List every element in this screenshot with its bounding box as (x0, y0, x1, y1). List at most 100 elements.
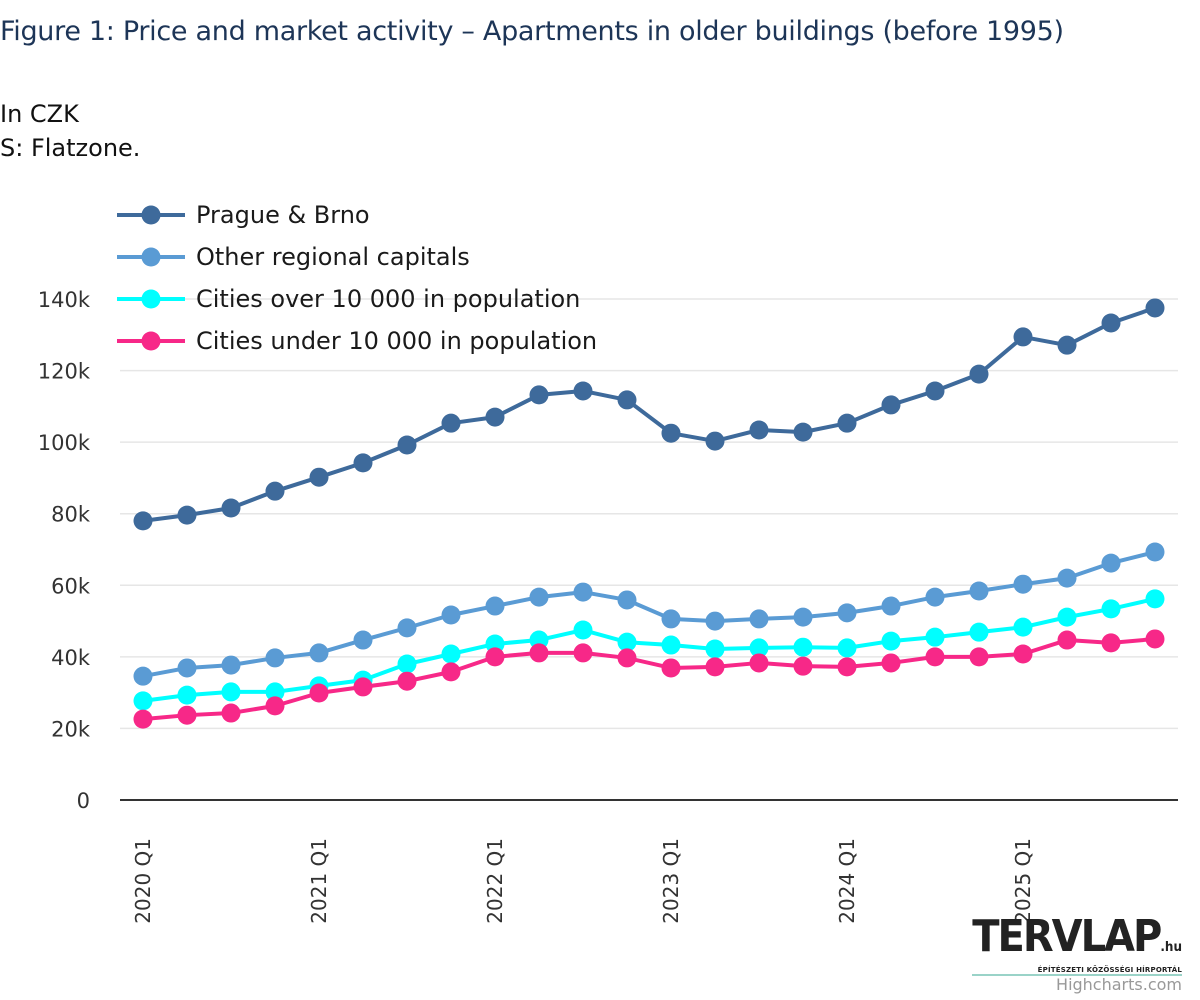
data-point[interactable] (705, 611, 725, 631)
data-point[interactable] (661, 658, 681, 678)
data-point[interactable] (309, 467, 329, 487)
data-point[interactable] (1101, 313, 1121, 333)
data-point[interactable] (1145, 298, 1165, 318)
data-point[interactable] (397, 654, 417, 674)
data-point[interactable] (705, 431, 725, 451)
legend-item[interactable]: Cities over 10 000 in population (117, 285, 580, 313)
data-point[interactable] (969, 581, 989, 601)
data-point[interactable] (441, 644, 461, 664)
data-point[interactable] (749, 653, 769, 673)
data-point[interactable] (1057, 630, 1077, 650)
data-point[interactable] (529, 587, 549, 607)
data-point[interactable] (925, 627, 945, 647)
data-point[interactable] (573, 582, 593, 602)
data-point[interactable] (705, 657, 725, 677)
data-point[interactable] (441, 413, 461, 433)
series-line (142, 636, 1156, 722)
data-point[interactable] (925, 381, 945, 401)
data-point[interactable] (881, 596, 901, 616)
data-point[interactable] (837, 603, 857, 623)
data-point[interactable] (573, 381, 593, 401)
data-point[interactable] (881, 631, 901, 651)
data-point[interactable] (485, 596, 505, 616)
data-point[interactable] (441, 605, 461, 625)
data-point[interactable] (617, 390, 637, 410)
data-point[interactable] (1101, 553, 1121, 573)
data-point[interactable] (925, 647, 945, 667)
data-point[interactable] (177, 505, 197, 525)
data-point[interactable] (397, 671, 417, 691)
data-point[interactable] (529, 643, 549, 663)
data-point[interactable] (485, 647, 505, 667)
data-point[interactable] (309, 683, 329, 703)
legend-item[interactable]: Cities under 10 000 in population (117, 327, 597, 355)
data-point[interactable] (749, 420, 769, 440)
data-point[interactable] (837, 657, 857, 677)
data-point[interactable] (177, 685, 197, 705)
data-point[interactable] (1145, 542, 1165, 562)
data-point[interactable] (705, 639, 725, 659)
data-point[interactable] (793, 637, 813, 657)
legend-marker-icon (141, 205, 161, 225)
data-point[interactable] (177, 705, 197, 725)
data-point[interactable] (573, 643, 593, 663)
data-point[interactable] (661, 635, 681, 655)
data-point[interactable] (529, 385, 549, 405)
data-point[interactable] (353, 677, 373, 697)
data-point[interactable] (793, 607, 813, 627)
data-point[interactable] (837, 638, 857, 658)
data-point[interactable] (309, 643, 329, 663)
data-point[interactable] (133, 709, 153, 729)
data-point[interactable] (793, 656, 813, 676)
series-line (142, 596, 1156, 703)
data-point[interactable] (265, 696, 285, 716)
data-point[interactable] (661, 609, 681, 629)
data-point[interactable] (133, 511, 153, 531)
data-point[interactable] (969, 364, 989, 384)
data-point[interactable] (661, 423, 681, 443)
data-point[interactable] (177, 658, 197, 678)
data-point[interactable] (837, 413, 857, 433)
data-point[interactable] (265, 682, 285, 702)
data-point[interactable] (353, 453, 373, 473)
data-point[interactable] (1057, 335, 1077, 355)
data-point[interactable] (1013, 644, 1033, 664)
chart-credit[interactable]: Highcharts.com (1056, 975, 1182, 994)
data-point[interactable] (221, 655, 241, 675)
data-point[interactable] (749, 609, 769, 629)
data-point[interactable] (793, 422, 813, 442)
data-point[interactable] (969, 647, 989, 667)
data-point[interactable] (1145, 629, 1165, 649)
data-point[interactable] (617, 648, 637, 668)
data-point[interactable] (1101, 599, 1121, 619)
data-point[interactable] (1013, 574, 1033, 594)
data-point[interactable] (969, 622, 989, 642)
data-point[interactable] (353, 630, 373, 650)
data-point[interactable] (265, 481, 285, 501)
legend-item[interactable]: Prague & Brno (117, 201, 370, 229)
data-point[interactable] (1057, 607, 1077, 627)
data-point[interactable] (617, 632, 637, 652)
data-point[interactable] (1101, 633, 1121, 653)
data-point[interactable] (881, 653, 901, 673)
data-point[interactable] (221, 498, 241, 518)
data-point[interactable] (397, 618, 417, 638)
data-point[interactable] (573, 620, 593, 640)
data-point[interactable] (221, 682, 241, 702)
data-point[interactable] (925, 587, 945, 607)
data-point[interactable] (441, 662, 461, 682)
data-point[interactable] (485, 407, 505, 427)
data-point[interactable] (133, 691, 153, 711)
data-point[interactable] (1145, 589, 1165, 609)
data-point[interactable] (397, 435, 417, 455)
data-point[interactable] (749, 638, 769, 658)
data-point[interactable] (881, 395, 901, 415)
data-point[interactable] (1013, 327, 1033, 347)
data-point[interactable] (1013, 617, 1033, 637)
data-point[interactable] (1057, 568, 1077, 588)
data-point[interactable] (221, 703, 241, 723)
data-point[interactable] (133, 666, 153, 686)
data-point[interactable] (617, 590, 637, 610)
data-point[interactable] (265, 648, 285, 668)
legend-item[interactable]: Other regional capitals (117, 243, 470, 271)
